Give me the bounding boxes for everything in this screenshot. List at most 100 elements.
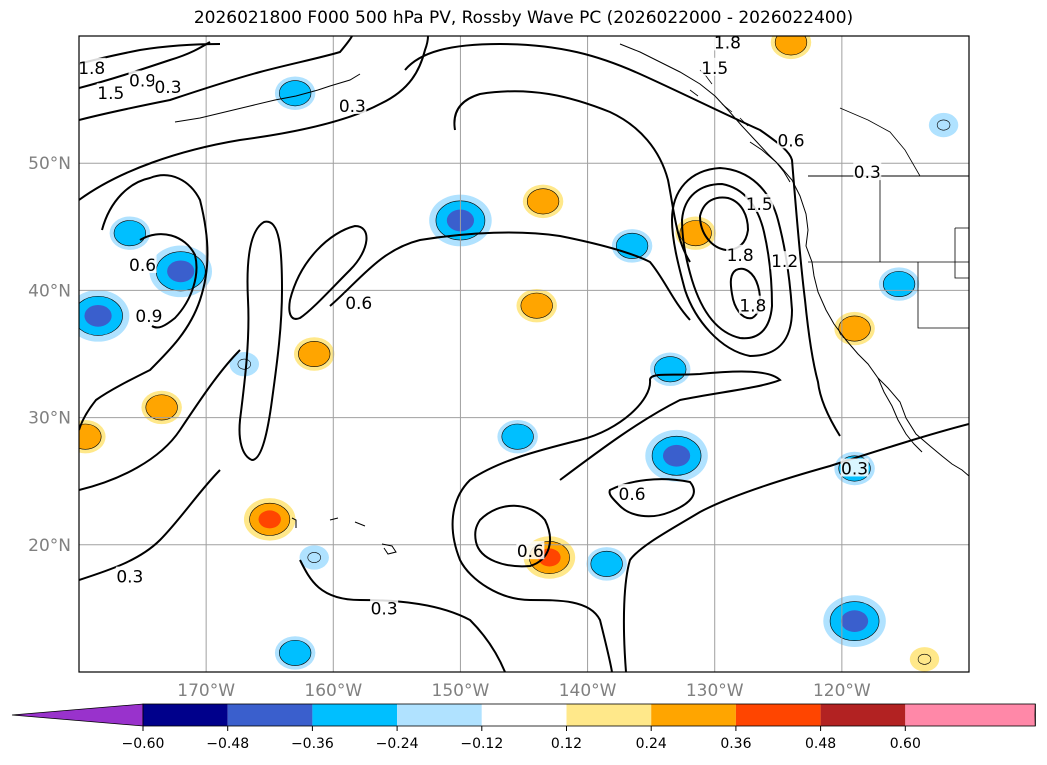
colorbar-tick-label: −0.12 (460, 736, 503, 752)
anomaly-patch (823, 595, 886, 647)
contour-label-bg (128, 70, 157, 89)
colorbar: −0.60 −0.48 −0.36 −0.24 −0.12 0.12 0.24 0.36 0.4… (11, 703, 1036, 752)
anomaly-edge (917, 653, 932, 665)
anomaly-mid (520, 292, 553, 319)
anomaly-edge (936, 119, 951, 131)
colorbar-tick-label: 0.48 (805, 736, 836, 752)
contour-trough-1-8a (698, 196, 750, 252)
contour-label: 0.3 (339, 97, 366, 117)
anomaly-patch (79, 290, 130, 342)
longitude-label: 140°W (559, 681, 617, 701)
map-plot-area: 1.81.50.90.30.31.81.50.60.31.51.21.81.80… (79, 33, 969, 672)
contour-labels: 1.81.50.90.30.31.81.50.60.31.51.21.81.80… (79, 33, 882, 619)
colorbar-tick-label: 0.36 (720, 736, 751, 752)
anomaly-patch (497, 419, 538, 454)
contour-central-0-6 (288, 224, 368, 320)
contour-subtropical-loop (474, 504, 551, 568)
contour-label: 0.3 (841, 459, 868, 479)
contour-label: 1.8 (739, 297, 766, 317)
anomaly-core (258, 510, 281, 529)
contour-label: 0.6 (619, 485, 646, 505)
longitude-label: 130°W (686, 681, 744, 701)
contour-label: 0.6 (129, 256, 156, 276)
latitude-label: 40°N (28, 281, 71, 301)
anomaly-mid (501, 423, 534, 450)
map-frame (78, 35, 970, 673)
colorbar-tick-label: 0.60 (890, 736, 921, 752)
map-background (79, 36, 969, 672)
contour-label: 1.5 (97, 84, 124, 104)
contour-label: 0.9 (135, 307, 162, 327)
contour-label-bg (777, 130, 805, 149)
contour-label: 0.9 (129, 72, 156, 92)
contour-label: 1.8 (714, 33, 741, 53)
anomaly-patch (299, 545, 329, 570)
contour-label: 1.8 (727, 246, 754, 266)
contour-label: 0.6 (777, 131, 804, 151)
anomaly-mid (882, 271, 916, 298)
contour-label-bg (618, 483, 647, 502)
contour-label-bg (726, 244, 755, 263)
anomaly-mid (590, 550, 623, 577)
colorbar-tick-label: −0.24 (376, 736, 419, 752)
contour-label-bg (745, 193, 774, 212)
anomaly-patch (274, 636, 316, 670)
north-america-coast (619, 43, 969, 477)
anomaly-mid (526, 188, 560, 215)
colorbar-segment (312, 704, 398, 726)
aleutian-islands-coast (174, 89, 319, 123)
anomaly-patch (878, 267, 920, 301)
colorbar-segment (651, 704, 736, 726)
anomaly-outer (909, 647, 940, 672)
anomaly-mid (298, 341, 331, 367)
contour-label: 0.6 (345, 294, 372, 314)
contour-southwest-0-3 (79, 469, 221, 581)
anomaly-patch (293, 337, 335, 371)
coastlines (174, 43, 969, 555)
contour-label-bg (338, 95, 367, 114)
contour-label-bg (738, 295, 767, 314)
contour-label: 1.5 (746, 195, 773, 215)
colorbar-tick-label: −0.36 (291, 736, 334, 752)
anomaly-mid (774, 36, 808, 56)
colorbar-segment (397, 704, 482, 726)
anomaly-edge (307, 552, 321, 563)
anomaly-core (167, 260, 195, 283)
contour-label-bg (770, 251, 799, 270)
anomaly-patch (909, 647, 940, 672)
anomaly-patch (229, 352, 260, 377)
anomaly-patch (274, 76, 316, 110)
anomaly-edge (237, 358, 251, 370)
anomaly-outer (299, 545, 329, 570)
anomaly-mid (654, 356, 687, 383)
anomaly-patch (770, 36, 812, 60)
british-columbia-islands (689, 69, 749, 127)
contour-label-bg (115, 566, 144, 585)
colorbar-tick-label: −0.48 (206, 736, 249, 752)
anomaly-patch (834, 311, 875, 346)
colorbar-segment (566, 704, 652, 726)
longitude-labels: 170°W 160°W 150°W 140°W 130°W 120°W (177, 681, 871, 701)
longitude-label: 170°W (177, 681, 235, 701)
contour-central-long-0-6 (79, 231, 691, 491)
colorbar-segment (905, 704, 1036, 726)
contour-label-bg (516, 541, 545, 560)
anomaly-patch (645, 429, 708, 482)
hawaii-islands (291, 517, 397, 555)
contour-label-bg (79, 57, 106, 76)
alaska-coast (317, 73, 361, 91)
anomaly-core (662, 444, 691, 467)
colorbar-segment (820, 704, 906, 726)
state-borders (808, 107, 969, 329)
anomaly-patch (141, 390, 182, 425)
colorbar-under-extension (11, 703, 144, 727)
anomaly-mid (79, 423, 102, 450)
contour-label-bg (840, 458, 869, 477)
anomaly-outer (229, 352, 260, 377)
contour-southeast-0-3 (451, 370, 782, 672)
anomaly-patch (928, 112, 959, 138)
anomaly-patch (109, 216, 151, 250)
anomaly-mid (279, 80, 312, 107)
colorbar-tick-label: 0.24 (636, 736, 667, 752)
